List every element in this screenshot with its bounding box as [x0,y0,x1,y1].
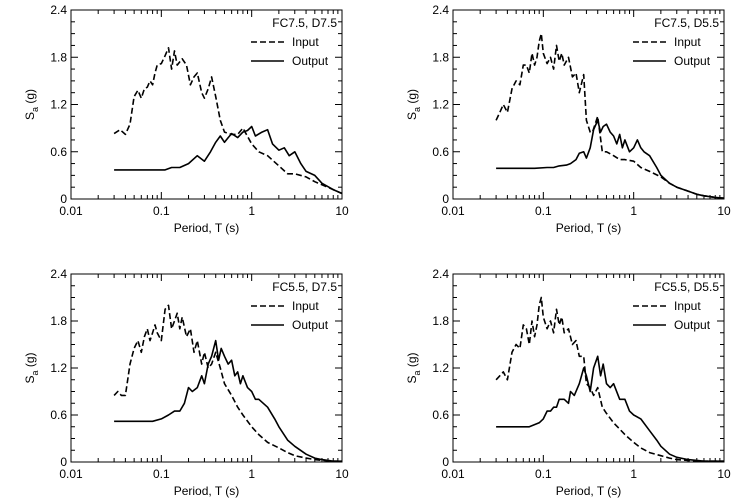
x-tick-label: 0.1 [153,204,170,218]
x-tick-label: 0.01 [441,467,465,481]
chart-title: FC7.5, D5.5 [654,16,719,30]
y-tick-label: 1.8 [50,50,67,64]
y-tick-label: 0 [442,455,449,469]
y-axis-label-subscript: a [412,107,422,112]
y-axis-label-unit: (g) [23,352,37,370]
legend-label-input: Input [292,35,319,49]
x-tick-label: 0.1 [153,467,170,481]
x-axis-label: Period, T (s) [556,484,622,498]
y-axis-label-subscript: a [30,370,40,375]
legend-label-input: Input [292,299,319,313]
x-tick-label: 1 [630,204,637,218]
y-axis-label-unit: (g) [405,352,419,370]
y-tick-label: 0.6 [432,408,449,422]
x-tick-label: 0.1 [535,204,552,218]
x-tick-label: 10 [335,467,349,481]
chart-title: FC7.5, D7.5 [272,16,337,30]
x-tick-label: 1 [630,467,637,481]
y-tick-label: 0 [60,455,67,469]
chart-title: FC5.5, D7.5 [272,280,337,294]
y-tick-label: 2.4 [50,3,67,17]
chart-panel-1: 0.01 0.1 1 10 0 0.6 1.2 1.8 2.4 Period, T (s) Sa (… [23,3,349,235]
y-tick-label: 2.4 [50,267,67,281]
y-tick-label: 1.2 [432,98,449,112]
x-tick-label: 10 [717,467,731,481]
legend-label-input: Input [674,35,701,49]
x-tick-label: 0.01 [59,467,83,481]
series-line-input [113,46,343,195]
y-axis-label: Sa (g) [405,89,422,120]
y-tick-label: 1.8 [432,314,449,328]
y-axis-label-main: S [405,376,419,384]
y-tick-label: 0.6 [50,145,67,159]
x-tick-label: 10 [335,204,349,218]
y-tick-label: 0.6 [432,145,449,159]
chart-panel-3: 0.01 0.1 1 10 0 0.6 1.2 1.8 2.4 Period, T (s) Sa (… [23,267,349,498]
y-axis-label-subscript: a [412,370,422,375]
series-line-output [496,119,725,199]
x-tick-label: 10 [717,204,731,218]
series-line-input [495,296,724,463]
x-axis-label: Period, T (s) [174,221,240,235]
y-tick-label: 1.8 [50,314,67,328]
chart-panel-2: 0.01 0.1 1 10 0 0.6 1.2 1.8 2.4 Period, T (s) Sa (… [405,3,731,235]
x-tick-label: 0.1 [535,467,552,481]
series-line-input [113,304,342,463]
y-tick-label: 1.8 [432,50,449,64]
legend-label-output: Output [292,54,329,68]
legend-label-output: Output [674,54,711,68]
series-line-output [114,339,342,463]
x-axis-label: Period, T (s) [174,484,240,498]
y-tick-label: 2.4 [432,267,449,281]
y-tick-label: 0.6 [50,408,67,422]
y-tick-label: 1.2 [432,361,449,375]
y-axis-label: Sa (g) [23,89,40,120]
legend-label-input: Input [674,299,701,313]
y-tick-label: 1.2 [50,361,67,375]
y-tick-label: 0 [60,192,67,206]
y-axis-label: Sa (g) [23,352,40,383]
y-axis-label-subscript: a [30,107,40,112]
y-axis-label-main: S [23,112,37,120]
series-line-input [495,32,725,199]
x-tick-label: 1 [248,204,255,218]
y-axis-label-main: S [23,376,37,384]
x-tick-label: 0.01 [441,204,465,218]
y-tick-label: 1.2 [50,98,67,112]
x-tick-label: 0.01 [59,204,83,218]
y-axis-label: Sa (g) [405,352,422,383]
y-axis-label-unit: (g) [23,89,37,107]
chart-title: FC5.5, D5.5 [654,280,719,294]
y-tick-label: 0 [442,192,449,206]
series-line-output [496,355,724,463]
chart-panel-4: 0.01 0.1 1 10 0 0.6 1.2 1.8 2.4 Period, T (s) Sa (… [405,267,731,498]
x-axis-label: Period, T (s) [556,221,622,235]
legend-label-output: Output [674,318,711,332]
legend-label-output: Output [292,318,329,332]
series-line-output [114,125,343,195]
y-axis-label-unit: (g) [405,89,419,107]
x-tick-label: 1 [248,467,255,481]
y-tick-label: 2.4 [432,3,449,17]
y-axis-label-main: S [405,112,419,120]
